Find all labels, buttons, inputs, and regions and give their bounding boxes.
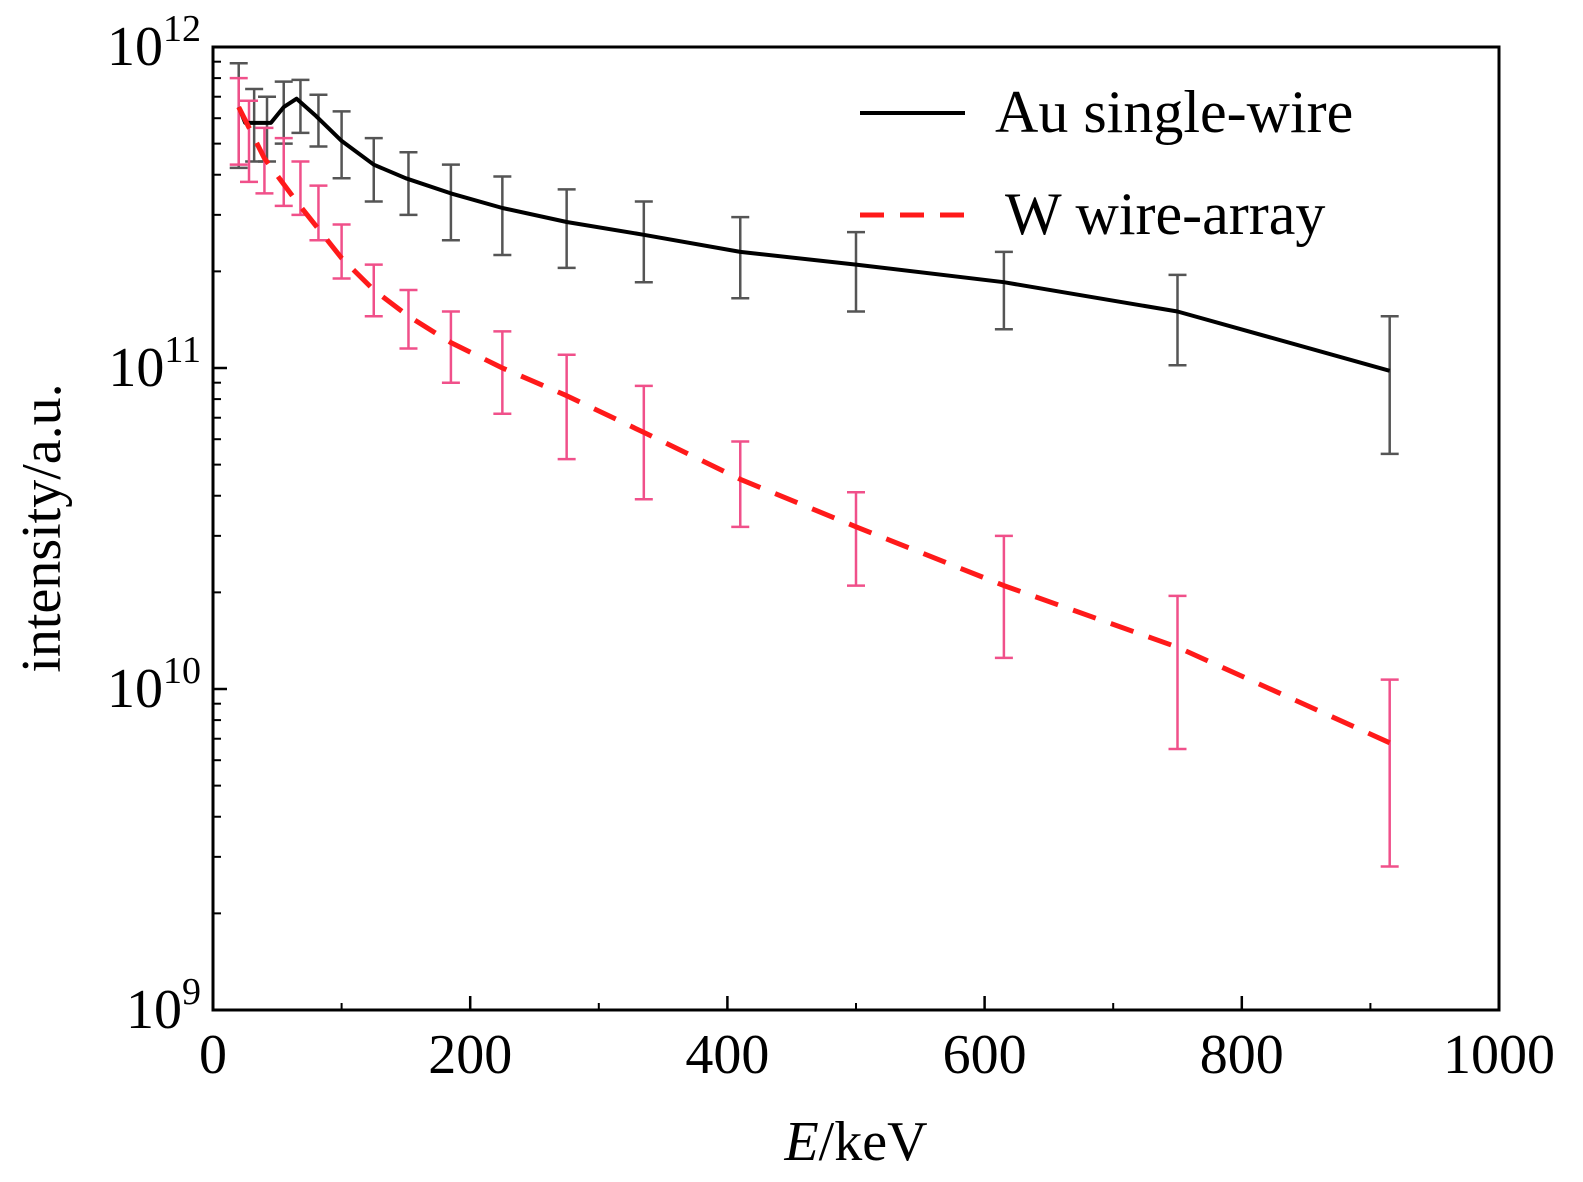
- x-axis-label: E/keV: [783, 1111, 927, 1173]
- series-layer: [229, 61, 1399, 868]
- y-axis-label: intensity/a.u.: [11, 383, 73, 672]
- x-tick-label: 800: [1200, 1024, 1284, 1086]
- y-tick-label: 1011: [108, 329, 201, 399]
- series-line-w-wire-array: [236, 105, 1391, 746]
- y-tick-base: 10: [107, 658, 163, 720]
- y-tick-exponent: 11: [164, 329, 201, 371]
- series-line-au-single-wire: [236, 96, 1391, 373]
- y-tick-label: 1010: [107, 650, 201, 720]
- y-tick-label: 109: [126, 971, 201, 1041]
- y-tick-base: 10: [126, 979, 182, 1041]
- legend-label-au: Au single-wire: [995, 79, 1353, 145]
- x-tick-label: 200: [428, 1024, 512, 1086]
- y-tick-exponent: 10: [163, 650, 201, 692]
- legend: Au single-wire W wire-array: [860, 79, 1353, 247]
- y-tick-label: 1012: [107, 8, 201, 78]
- x-tick-label: 600: [943, 1024, 1027, 1086]
- y-tick-base: 10: [108, 337, 164, 399]
- x-axis-label-unit: /keV: [819, 1111, 928, 1173]
- x-tick-label: 400: [685, 1024, 769, 1086]
- x-tick-label: 1000: [1443, 1024, 1555, 1086]
- y-tick-exponent: 9: [182, 971, 201, 1013]
- legend-label-w: W wire-array: [1005, 181, 1325, 247]
- y-tick-exponent: 12: [163, 8, 201, 50]
- y-tick-base: 10: [107, 16, 163, 78]
- x-axis-label-symbol: E: [783, 1111, 818, 1173]
- x-tick-label: 0: [199, 1024, 227, 1086]
